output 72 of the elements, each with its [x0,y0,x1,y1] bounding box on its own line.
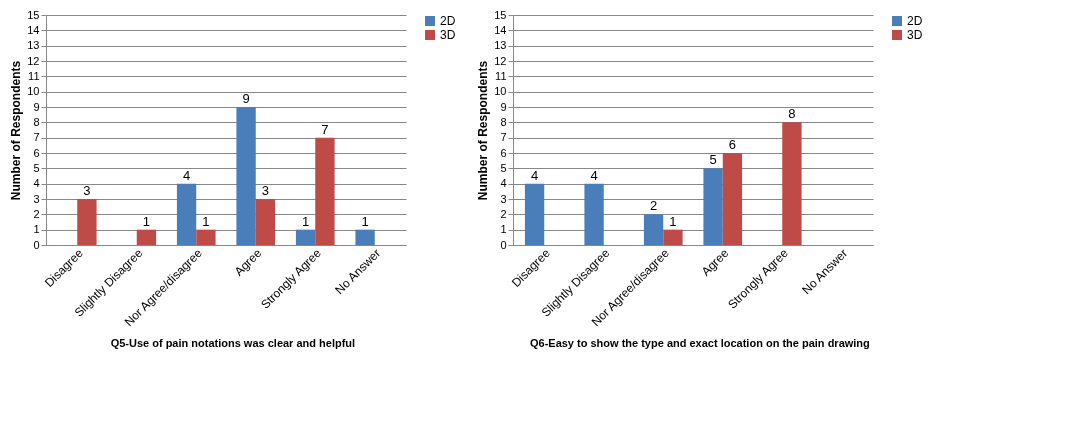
data-label: 4 [590,167,598,183]
bar [236,107,256,245]
y-tick-label: 6 [500,146,507,159]
legend-label: 3D [440,28,456,42]
y-tick-label: 0 [500,238,507,251]
y-tick-label: 9 [33,100,40,113]
bar [524,183,545,245]
bar [355,229,375,245]
y-tick-label: 5 [500,161,507,174]
y-tick-label: 9 [500,100,507,113]
data-label: 7 [321,121,329,137]
bar [196,229,216,245]
y-axis-title: Number of Respondents [476,60,491,201]
bar [663,229,683,245]
data-label: 5 [709,152,717,168]
bar [315,137,335,245]
y-tick-label: 11 [28,69,40,82]
y-tick-label: 7 [33,131,40,144]
data-label: 1 [669,213,677,229]
y-tick-label: 1 [33,223,40,236]
data-label: 9 [242,91,250,106]
bar [703,168,723,245]
y-tick-label: 13 [27,39,40,52]
bar [176,183,197,245]
y-tick-label: 10 [27,85,40,98]
y-tick-label: 2 [33,207,40,220]
y-tick-label: 2 [500,207,507,220]
data-label: 3 [83,183,91,198]
y-tick-label: 5 [33,161,40,174]
y-tick-label: 15 [27,8,40,21]
y-tick-label: 11 [495,69,507,82]
data-label: 4 [182,167,191,183]
y-tick-label: 14 [494,23,507,36]
y-tick-label: 3 [500,192,507,205]
bar [722,153,743,245]
text: Q5-Use of pain notations was clear and helpful [110,337,356,350]
y-axis-title: Number of Respondents [9,60,24,201]
data-label: 4 [530,167,539,183]
y-tick-label: 0 [33,238,40,251]
bar [584,183,604,245]
y-tick-label: 1 [500,223,507,236]
y-tick-label: 4 [33,177,40,190]
y-tick-label: 12 [27,54,40,67]
legend-label: 2D [907,14,923,28]
data-label: 3 [261,183,270,198]
y-tick-label: 14 [27,23,40,36]
bar [136,229,157,245]
bar [643,214,664,245]
y-tick-label: 8 [33,115,40,128]
data-label: 1 [142,213,151,229]
y-tick-label: 4 [500,177,507,190]
text: Q6-Easy to show the type and exact location on the pain drawing [529,337,870,350]
bar [295,229,316,245]
data-label: 1 [202,213,210,229]
legend-label: 2D [440,14,456,28]
y-tick-label: 8 [500,115,507,128]
data-label: 1 [301,213,310,229]
y-tick-label: 15 [494,8,507,21]
bar [255,199,276,245]
legend-label: 3D [907,28,923,42]
data-label: 1 [361,213,369,229]
y-tick-label: 12 [494,54,507,67]
data-label: 2 [649,198,658,214]
y-tick-label: 10 [494,85,507,98]
y-tick-label: 6 [33,146,40,159]
bar [782,122,802,245]
data-label: 8 [788,106,796,122]
bar [77,199,97,245]
y-tick-label: 3 [33,192,40,205]
y-tick-label: 13 [494,39,507,52]
y-tick-label: 7 [500,131,507,144]
data-label: 6 [728,137,737,152]
